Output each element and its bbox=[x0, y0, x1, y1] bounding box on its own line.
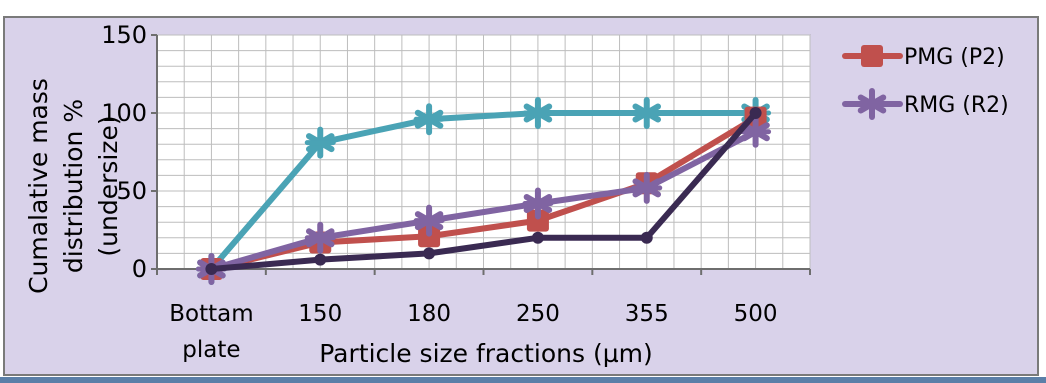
y-axis-title-line: distribution % bbox=[59, 99, 88, 273]
series-line bbox=[208, 110, 759, 272]
x-tick-label: 500 bbox=[734, 301, 778, 327]
x-tick-label: 150 bbox=[298, 301, 342, 327]
x-tick-label: plate bbox=[182, 337, 240, 363]
x-tick-label: 355 bbox=[625, 301, 669, 327]
legend-item: PMG (P2) bbox=[842, 45, 1005, 70]
x-tick-label: Bottam bbox=[169, 301, 253, 327]
series-4 bbox=[205, 107, 762, 275]
series-3 bbox=[195, 115, 772, 285]
legend: PMG (P2) RMG (R2) bbox=[842, 45, 1009, 120]
data-point bbox=[423, 247, 436, 260]
y-axis-title-line: Cumalative mass bbox=[24, 78, 53, 294]
legend-item: RMG (R2) bbox=[842, 88, 1009, 120]
y-tick-label: 150 bbox=[101, 21, 147, 49]
x-tick-label: 180 bbox=[407, 301, 451, 327]
y-axis-title: Cumalative mass distribution % (undersize) bbox=[24, 78, 123, 294]
series-line bbox=[208, 110, 759, 272]
series-line bbox=[208, 128, 759, 272]
data-point bbox=[749, 107, 762, 119]
data-point bbox=[861, 45, 883, 67]
y-tick-label: 100 bbox=[101, 99, 147, 127]
legend-label: PMG (P2) bbox=[904, 45, 1005, 70]
legend-label: RMG (R2) bbox=[904, 93, 1009, 118]
data-point bbox=[314, 253, 327, 266]
x-axis-title: Particle size fractions (µm) bbox=[319, 339, 653, 368]
data-point bbox=[205, 263, 218, 275]
data-point bbox=[531, 231, 544, 244]
x-tick-label: 250 bbox=[516, 301, 560, 327]
y-axis-title-line: (undersize) bbox=[94, 115, 123, 256]
y-tick-label: 0 bbox=[132, 255, 147, 283]
window-bottom-border bbox=[0, 377, 1046, 383]
series-line bbox=[208, 114, 759, 272]
y-tick-label: 50 bbox=[116, 177, 147, 205]
data-point bbox=[640, 231, 653, 244]
series-layer bbox=[195, 97, 772, 285]
axes bbox=[151, 34, 811, 275]
tick-labels: 0 50 100 150 Bottam plate 150 180 250 355 500 bbox=[101, 21, 777, 363]
data-point bbox=[526, 209, 549, 232]
